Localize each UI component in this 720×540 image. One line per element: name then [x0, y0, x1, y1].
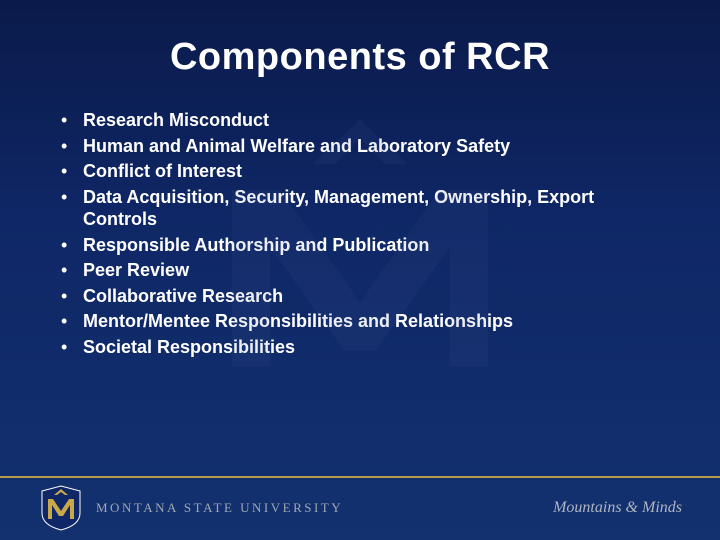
bullet-text: Conflict of Interest [83, 160, 242, 183]
footer-divider [0, 476, 720, 478]
footer: MONTANA STATE UNIVERSITY Mountains & Min… [0, 476, 720, 540]
footer-tagline: Mountains & Minds [553, 499, 720, 517]
bullet-marker: • [55, 135, 83, 158]
bullet-text: Collaborative Research [83, 285, 283, 308]
bullet-text: Societal Responsibilities [83, 336, 295, 359]
bullet-text: Peer Review [83, 259, 189, 282]
footer-logo-block: MONTANA STATE UNIVERSITY [0, 485, 343, 531]
list-item: • Conflict of Interest [55, 160, 665, 183]
list-item: • Human and Animal Welfare and Laborator… [55, 135, 665, 158]
university-name: MONTANA STATE UNIVERSITY [96, 500, 343, 516]
tagline-post: Minds [638, 499, 682, 516]
bullet-marker: • [55, 285, 83, 308]
list-item: • Societal Responsibilities [55, 336, 665, 359]
bullet-marker: • [55, 259, 83, 282]
list-item: • Collaborative Research [55, 285, 665, 308]
bullet-text: Human and Animal Welfare and Laboratory … [83, 135, 510, 158]
bullet-text: Data Acquisition, Security, Management, … [83, 186, 665, 231]
bullet-marker: • [55, 310, 83, 333]
list-item: • Research Misconduct [55, 109, 665, 132]
university-logo-icon [40, 485, 82, 531]
bullet-text: Mentor/Mentee Responsibilities and Relat… [83, 310, 513, 333]
bullet-text: Responsible Authorship and Publication [83, 234, 429, 257]
slide-title: Components of RCR [0, 0, 720, 79]
list-item: • Peer Review [55, 259, 665, 282]
list-item: • Responsible Authorship and Publication [55, 234, 665, 257]
list-item: • Data Acquisition, Security, Management… [55, 186, 665, 231]
bullet-text: Research Misconduct [83, 109, 269, 132]
bullet-marker: • [55, 109, 83, 132]
list-item: • Mentor/Mentee Responsibilities and Rel… [55, 310, 665, 333]
tagline-pre: Mountains [553, 499, 625, 516]
tagline-amp: & [626, 499, 638, 516]
bullet-list: • Research Misconduct • Human and Animal… [0, 79, 720, 358]
bullet-marker: • [55, 160, 83, 183]
bullet-marker: • [55, 186, 83, 209]
bullet-marker: • [55, 234, 83, 257]
bullet-marker: • [55, 336, 83, 359]
